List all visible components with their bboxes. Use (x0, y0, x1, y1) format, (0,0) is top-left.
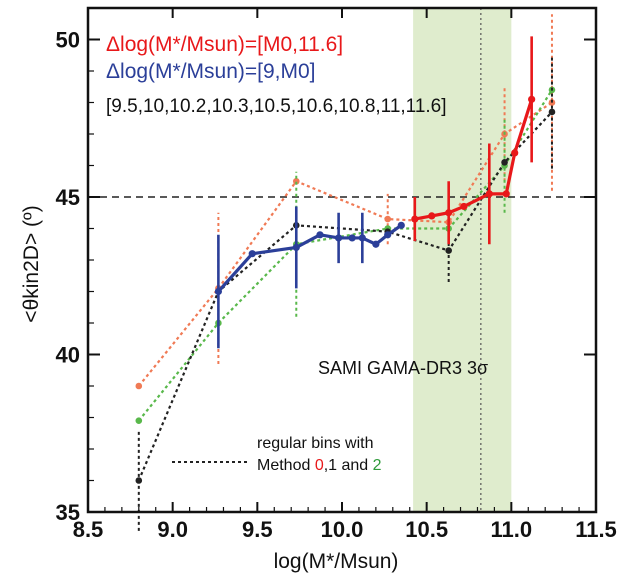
data-point (501, 159, 508, 166)
data-point (214, 287, 222, 296)
data-point (384, 231, 392, 239)
data-point (511, 149, 519, 157)
series-0 (214, 206, 405, 349)
method-0: 0 (315, 457, 324, 474)
series-1 (411, 36, 536, 245)
legend-red-label: Δlog(M*/Msun)=[M0,11.6] (106, 33, 343, 56)
method-sep: ,1 and (324, 457, 373, 474)
data-point (335, 234, 343, 242)
y-tick-label: 50 (56, 28, 80, 53)
data-point (445, 247, 452, 254)
data-point (445, 209, 453, 217)
sample-label: SAMI GAMA-DR3 3σ (318, 358, 488, 378)
method-2: 2 (373, 457, 382, 474)
x-tick-label: 10.5 (405, 517, 448, 542)
data-point (528, 95, 536, 103)
data-point (316, 231, 324, 239)
data-point (372, 240, 380, 248)
x-tick-label: 9.0 (157, 517, 188, 542)
regular-bins-line2: Method 0,1 and 2 (257, 457, 382, 474)
y-axis-title: <θkin2D> (º) (20, 205, 43, 322)
x-tick-label: 11.0 (491, 517, 533, 542)
y-tick-label: 45 (56, 185, 80, 210)
method-prefix: Method (257, 457, 315, 474)
legend-blue-label: Δlog(M*/Msun)=[9,M0] (106, 60, 316, 83)
data-point (348, 234, 356, 242)
data-point (411, 215, 419, 223)
series-line (217, 224, 403, 293)
data-point (135, 477, 143, 484)
data-point (384, 215, 392, 223)
x-tick-label: 9.5 (242, 517, 273, 542)
data-point (485, 190, 493, 198)
y-tick-label: 35 (56, 500, 80, 525)
x-tick-label: 8.5 (73, 517, 104, 542)
bins-text: [9.5,10,10.2,10.3,10.5,10.6,10.8,11,11.6… (106, 96, 447, 117)
x-tick-label: 11.5 (575, 517, 617, 542)
data-point (135, 417, 143, 424)
data-point (292, 177, 300, 185)
data-point (548, 108, 556, 116)
data-point (135, 382, 143, 390)
x-axis-title: log(M*/Msun) (274, 550, 399, 573)
y-tick-label: 40 (56, 343, 80, 368)
data-point (460, 202, 468, 211)
data-point (502, 190, 510, 198)
regular-bins-line1: regular bins with (257, 435, 374, 452)
data-point (397, 221, 405, 229)
x-tick-label: 10.0 (321, 517, 364, 542)
data-point (358, 234, 366, 242)
data-point (248, 250, 256, 258)
data-point (428, 212, 436, 220)
data-point (292, 243, 300, 251)
shaded-range (413, 8, 512, 512)
